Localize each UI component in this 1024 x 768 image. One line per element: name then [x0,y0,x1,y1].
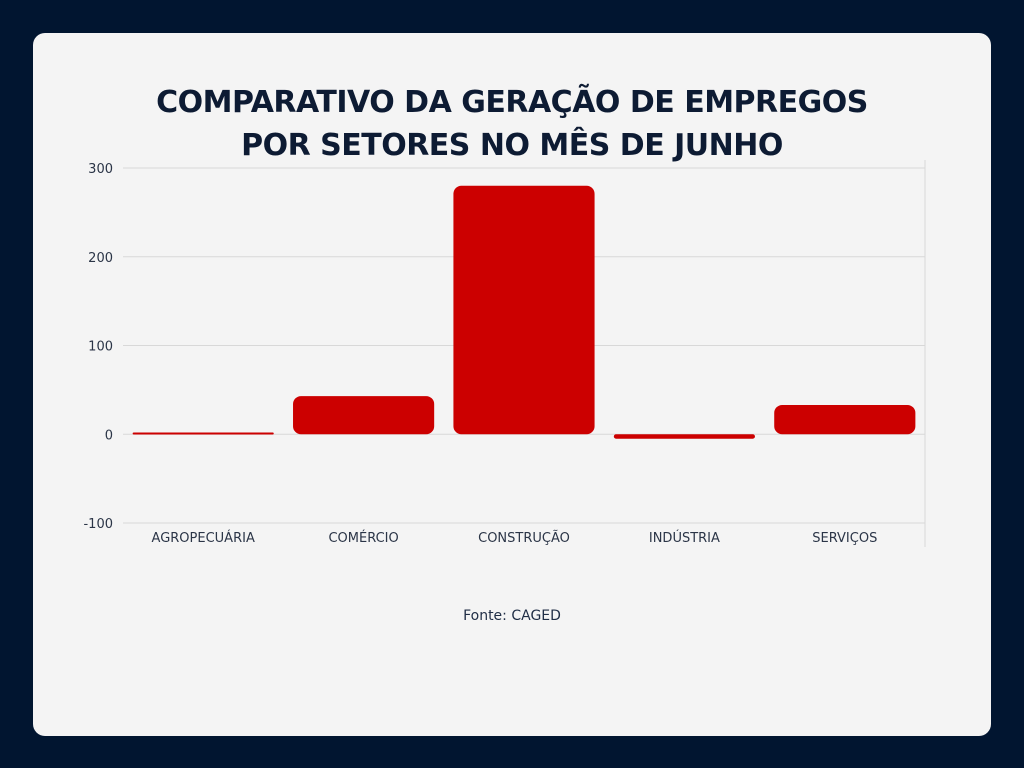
bar [453,185,595,435]
y-tick-label: -100 [83,517,113,532]
x-tick-label: AGROPECUÁRIA [152,530,255,546]
bar [613,434,755,439]
y-tick-label: 200 [88,251,113,266]
chart-title-line-2: POR SETORES NO MÊS DE JUNHO [241,128,783,163]
y-tick-label: 100 [88,340,113,355]
bar-layer [132,185,916,439]
y-tick-label: 300 [88,162,113,177]
chart-card: COMPARATIVO DA GERAÇÃO DE EMPREGOS POR S… [33,33,991,736]
bar [132,432,274,435]
x-tick-label: COMÉRCIO [328,530,398,546]
chart-title-line-1: COMPARATIVO DA GERAÇÃO DE EMPREGOS [156,85,868,120]
y-tick-label: 0 [105,428,113,443]
x-tick-label: CONSTRUÇÃO [478,530,570,546]
bar [293,396,435,435]
chart-title: COMPARATIVO DA GERAÇÃO DE EMPREGOS POR S… [33,81,991,167]
label-layer: 300 200 100 0 -100 AGROPECUÁRIA COMÉRCIO CONSTR… [83,162,877,546]
x-tick-label: INDÚSTRIA [649,530,720,546]
bar-chart: 300 200 100 0 -100 AGROPECUÁRIA COMÉRCIO CONSTR… [83,160,926,547]
x-tick-label: SERVIÇOS [812,531,877,546]
source-note: Fonte: CAGED [463,608,561,624]
bar [774,404,916,435]
